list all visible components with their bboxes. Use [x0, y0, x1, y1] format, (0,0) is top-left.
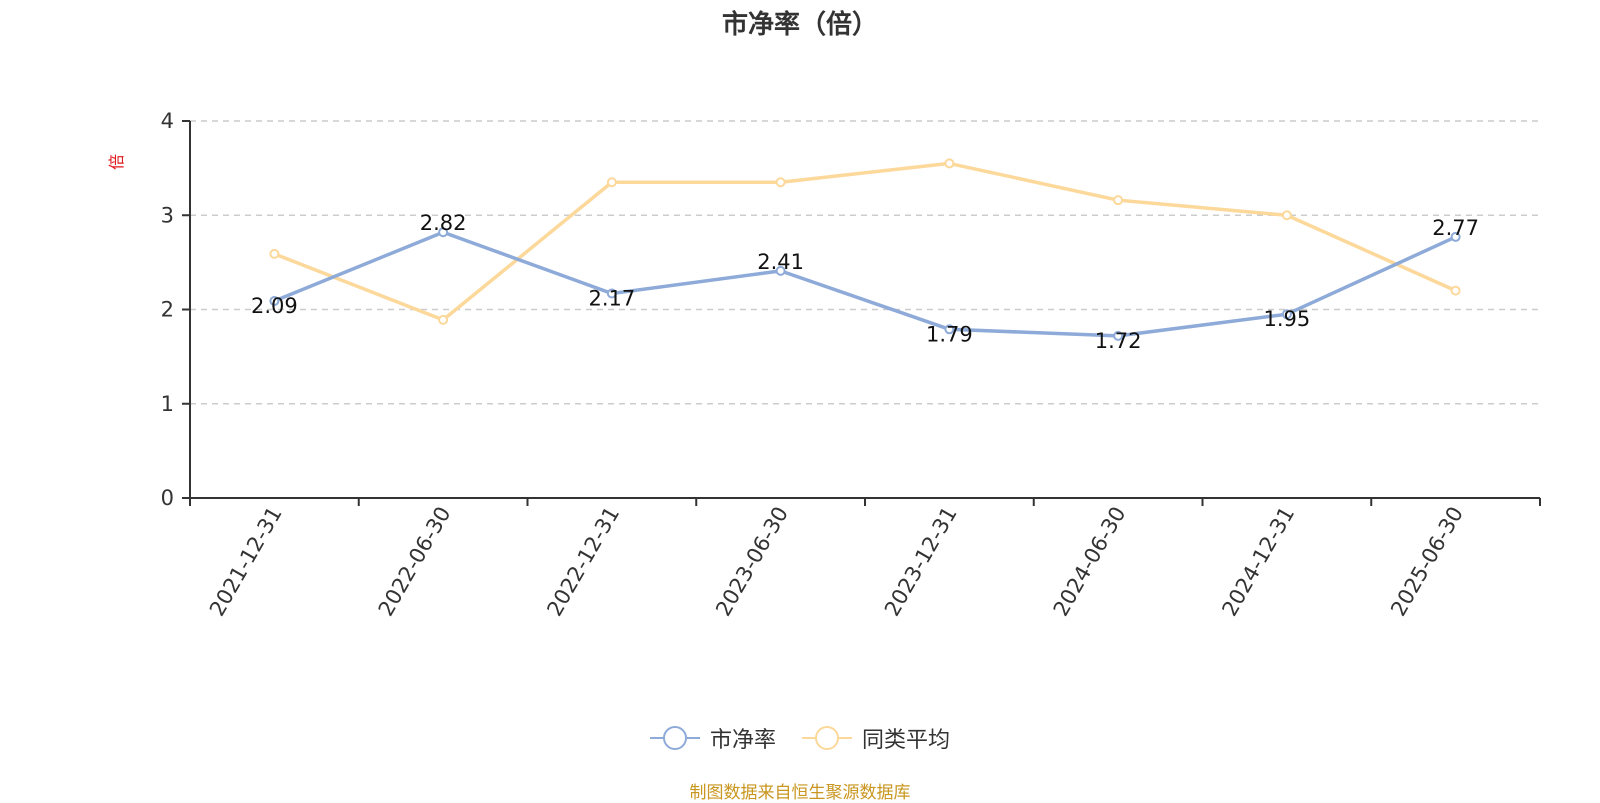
series-point-1 [1450, 285, 1461, 296]
x-tick-label: 2022-06-30 [374, 503, 456, 621]
series-point-0 [606, 288, 617, 299]
x-tick-label: 2024-12-31 [1217, 503, 1299, 621]
data-label: 2.09 [251, 294, 298, 318]
series-point-1 [438, 314, 449, 325]
legend-label: 同类平均 [862, 728, 951, 753]
legend-label: 市净率 [709, 728, 776, 753]
label-layer: 2.09 2.82 2.17 2.41 1.79 1.72 1.95 2.77 [251, 211, 1479, 353]
x-tick-label: 2024-06-30 [1049, 503, 1131, 621]
series-point-1 [1281, 210, 1292, 221]
series-point-0 [944, 324, 955, 335]
series-point-1 [1113, 195, 1124, 206]
legend-swatch-dot [815, 726, 839, 750]
series-point-1 [269, 248, 280, 259]
data-label: 1.79 [926, 322, 973, 346]
grid-layer [190, 120, 1540, 405]
data-label: 1.95 [1263, 307, 1310, 331]
y-tick-label: 4 [161, 109, 174, 133]
x-tick-label: 2023-12-31 [880, 503, 962, 621]
data-label: 2.17 [588, 286, 635, 310]
data-label: 1.72 [1095, 329, 1142, 353]
series-point-0 [1450, 231, 1461, 242]
x-tick-label: 2022-12-31 [542, 503, 624, 621]
y-tick-label: 2 [161, 298, 174, 322]
series-point-0 [775, 265, 786, 276]
line-chart: 0 1 2 3 4 倍 2021-12-31 2022-06-30 2022-12-31 2023… [107, 109, 1541, 621]
series-point-0 [1113, 330, 1124, 341]
legend: 市净率 同类平均 [0, 722, 1600, 754]
chart-title: 市净率（倍） [721, 10, 878, 40]
x-tick-label: 2025-06-30 [1386, 503, 1468, 621]
axis-layer: 0 1 2 3 4 倍 2021-12-31 2022-06-30 2022-12-31 2023… [107, 109, 1541, 621]
series-point-0 [269, 296, 280, 307]
legend-swatch-icon [649, 726, 700, 750]
series-layer [269, 158, 1461, 341]
data-label: 2.77 [1432, 216, 1479, 240]
series-point-1 [944, 158, 955, 169]
series-point-0 [1281, 309, 1292, 320]
series-line-0 [273, 230, 1457, 338]
y-tick-label: 3 [161, 203, 174, 227]
series-point-1 [606, 177, 617, 188]
y-tick-label: 1 [161, 392, 174, 416]
legend-item-0[interactable]: 市净率 [649, 722, 776, 754]
x-tick-label: 2021-12-31 [205, 503, 287, 621]
legend-swatch-icon [802, 726, 852, 750]
x-tick-label: 2023-06-30 [711, 503, 793, 621]
series-line-1 [273, 161, 1457, 322]
data-label: 2.82 [420, 211, 467, 235]
legend-item-1[interactable]: 同类平均 [802, 722, 950, 754]
y-axis-unit-label: 倍 [107, 154, 126, 170]
y-tick-label: 0 [161, 486, 174, 510]
series-point-1 [775, 177, 786, 188]
legend-swatch-dot [662, 726, 687, 750]
source-note: 制图数据来自恒生聚源数据库 [689, 783, 911, 803]
data-label: 2.41 [757, 250, 804, 274]
series-point-0 [438, 227, 449, 238]
